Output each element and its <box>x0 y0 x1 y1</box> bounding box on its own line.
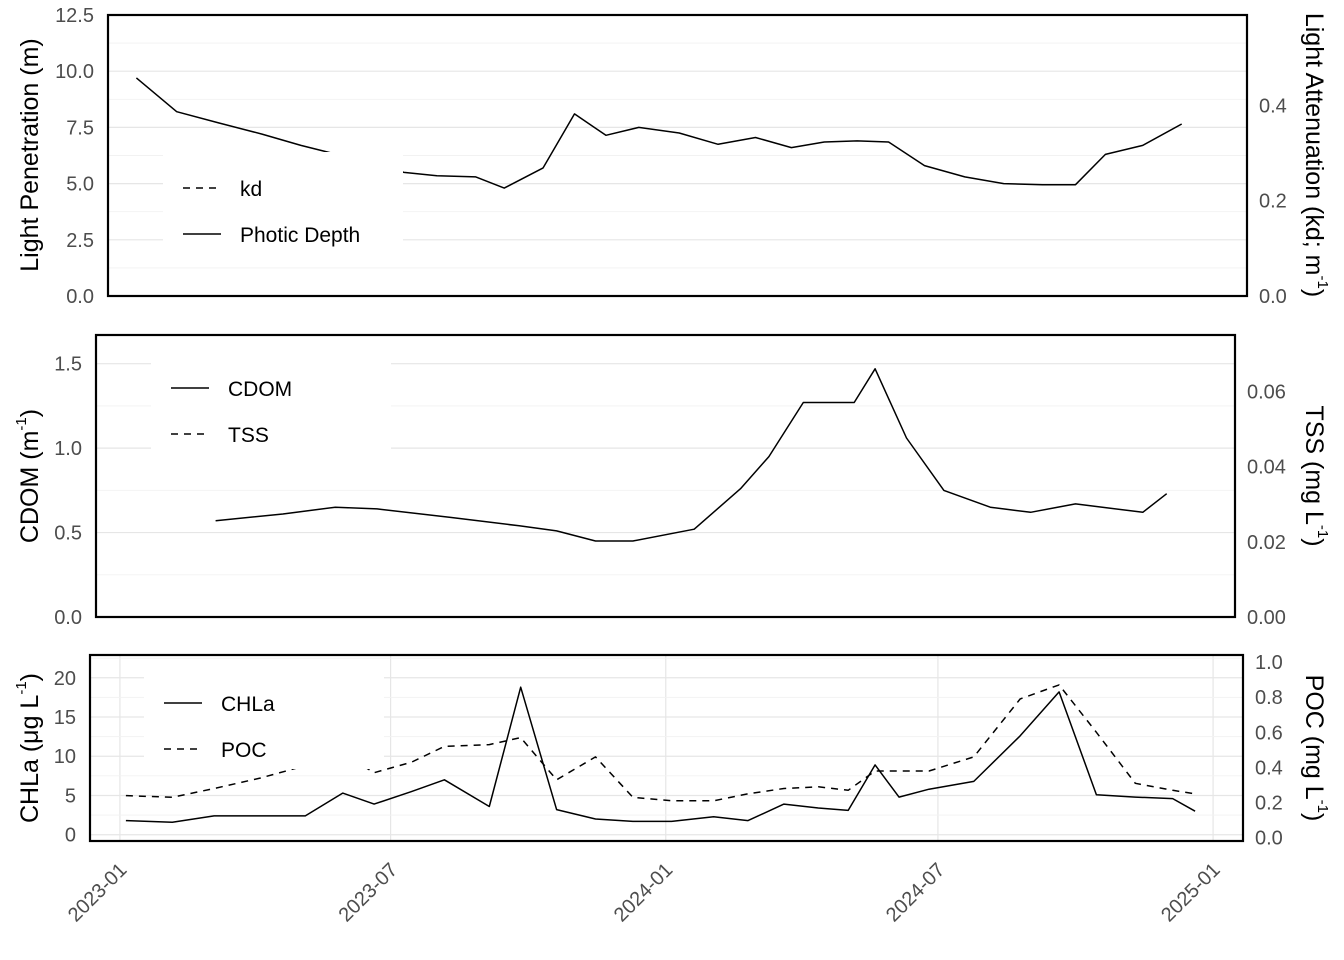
legend-label: Photic Depth <box>240 224 360 247</box>
y-tick-label: 5.0 <box>66 174 94 196</box>
y-tick-label: 5 <box>65 785 76 807</box>
y2-tick-label: 0.2 <box>1259 191 1287 213</box>
y2-tick-label: 0.6 <box>1255 722 1283 744</box>
panel-frame <box>88 653 1245 843</box>
x-tick-label: 2025-01 <box>1157 859 1224 926</box>
legend: kd Photic Depth <box>163 152 403 254</box>
panel-2: 0.0 0.5 1.0 1.5 0.00 0.02 0.04 0.06 CDOM TSS <box>54 333 1286 629</box>
legend-background <box>144 667 384 769</box>
y-tick-label: 0.5 <box>54 523 82 545</box>
panel-3: 0 5 10 15 20 0.0 0.2 0.4 0.6 0.8 1.0 CHLa POC 2023-01… <box>54 652 1283 926</box>
y2-tick-label: 0.04 <box>1247 457 1286 479</box>
x-tick-label: 2024-01 <box>610 859 677 926</box>
y-axis-title: CDOM (m-1) <box>13 409 44 543</box>
panel-1: 0.0 2.5 5.0 7.5 10.0 12.5 0.0 0.2 0.4 kd Photic De… <box>55 5 1287 308</box>
y2-tick-label: 0.4 <box>1259 95 1287 117</box>
y2-tick-label: 0.02 <box>1247 532 1286 554</box>
legend-background <box>163 152 403 254</box>
y2-axis-title: TSS (mg L-1) <box>1300 405 1331 546</box>
y-tick-label: 12.5 <box>55 5 94 27</box>
y-tick-label: 1.0 <box>54 438 82 460</box>
y2-tick-label: 0.2 <box>1255 793 1283 815</box>
x-tick-label: 2023-07 <box>335 859 402 926</box>
y-tick-label: 1.5 <box>54 354 82 376</box>
y2-axis-title: Light Attenuation (kd; m-1) <box>1300 13 1331 297</box>
legend-label: POC <box>221 739 267 762</box>
series-line-cdom <box>215 368 1168 542</box>
legend-background <box>151 352 391 454</box>
y2-tick-label: 0.8 <box>1255 687 1283 709</box>
legend-label: kd <box>240 178 262 201</box>
x-tick-label: 2024-07 <box>882 859 949 926</box>
y-tick-label: 7.5 <box>66 117 94 139</box>
panel-frame <box>94 333 1237 619</box>
y-tick-label: 0 <box>65 825 76 847</box>
y2-axis-title: POC (mg L-1) <box>1300 675 1331 822</box>
series-line-poc <box>125 684 1196 802</box>
y-tick-label: 20 <box>54 668 76 690</box>
y-axis-title: CHLa (μg L-1) <box>13 673 44 823</box>
y2-tick-label: 1.0 <box>1255 652 1283 674</box>
panel-frame <box>106 13 1249 298</box>
y-tick-label: 10 <box>54 746 76 768</box>
y2-tick-label: 0.00 <box>1247 607 1286 629</box>
x-tick-label: 2023-01 <box>64 859 131 926</box>
y2-tick-label: 0.06 <box>1247 381 1286 403</box>
series-line-chla <box>125 686 1196 823</box>
y-tick-label: 0.0 <box>54 607 82 629</box>
y2-tick-label: 0.0 <box>1259 286 1287 308</box>
y-tick-label: 15 <box>54 707 76 729</box>
legend-label: CDOM <box>228 378 292 401</box>
legend-label: CHLa <box>221 693 275 716</box>
y2-tick-label: 0.0 <box>1255 828 1283 850</box>
y-tick-label: 10.0 <box>55 61 94 83</box>
y-tick-label: 0.0 <box>66 286 94 308</box>
y2-tick-label: 0.4 <box>1255 757 1283 779</box>
y-axis-title: Light Penetration (m) <box>16 38 44 271</box>
legend-label: TSS <box>228 424 269 447</box>
legend: CHLa POC <box>144 667 384 769</box>
y-tick-label: 2.5 <box>66 230 94 252</box>
legend: CDOM TSS <box>151 352 391 454</box>
